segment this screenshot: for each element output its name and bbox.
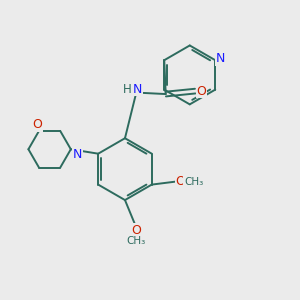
Text: N: N [216,52,225,65]
Text: H: H [122,83,131,96]
Text: O: O [33,118,43,131]
Text: O: O [197,85,207,98]
Text: CH₃: CH₃ [126,236,146,246]
Text: O: O [176,175,185,188]
Text: N: N [133,82,142,95]
Text: CH₃: CH₃ [184,177,203,187]
Text: O: O [131,224,141,237]
Text: N: N [73,148,82,161]
